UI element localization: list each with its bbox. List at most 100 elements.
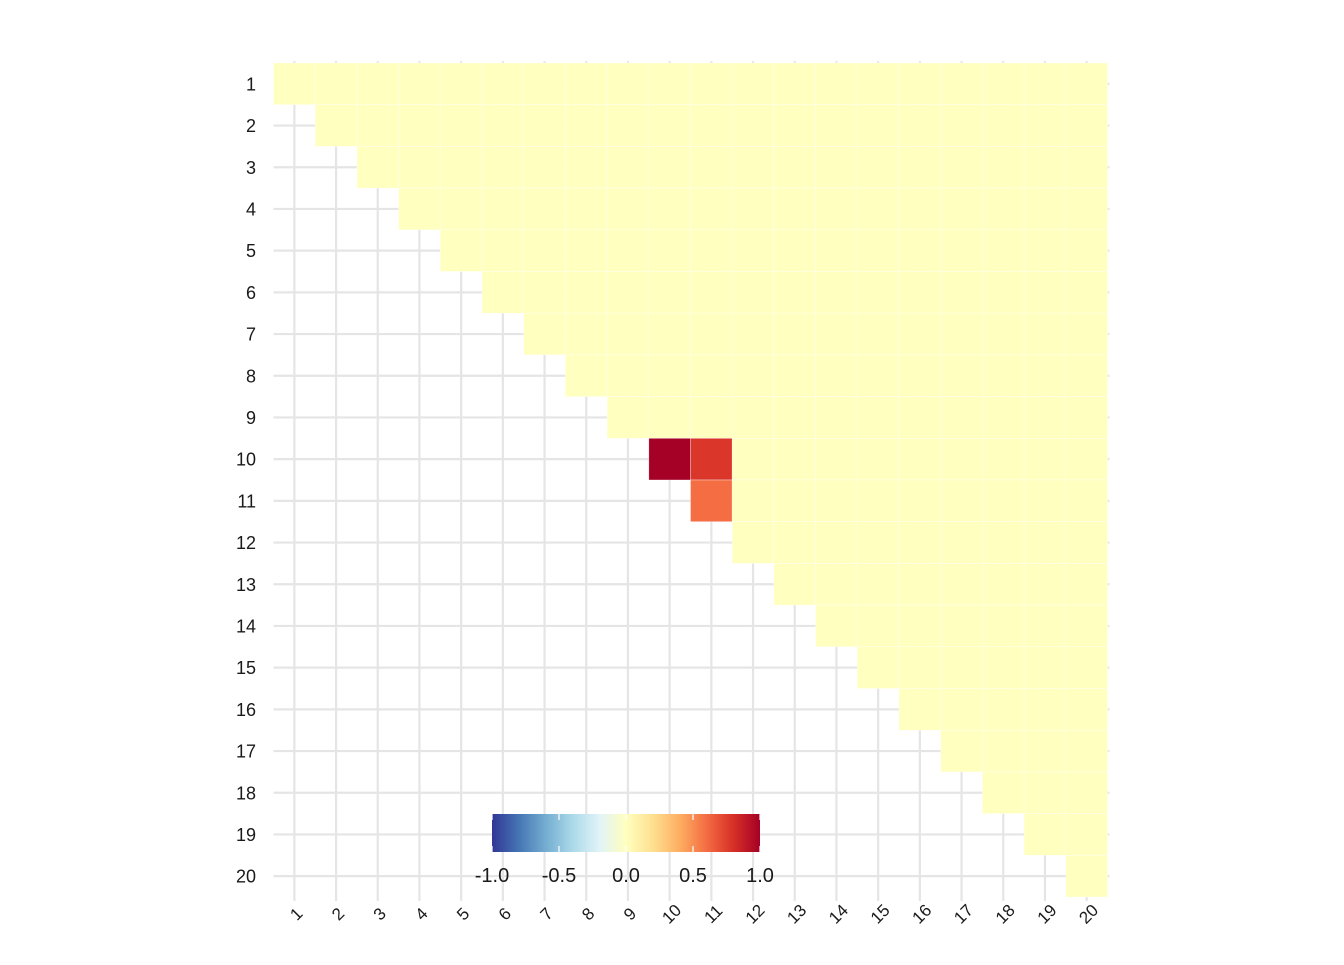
heatmap-cell bbox=[565, 229, 608, 272]
x-tick-label: 12 bbox=[742, 901, 769, 928]
heatmap-cell bbox=[565, 354, 608, 397]
heatmap-cell bbox=[1023, 563, 1067, 606]
heatmap-cell bbox=[356, 146, 399, 189]
heatmap-cell bbox=[731, 229, 775, 272]
heatmap-cell bbox=[565, 146, 608, 189]
heatmap-cell bbox=[940, 396, 983, 439]
heatmap-cell bbox=[1065, 563, 1108, 606]
heatmap-cell bbox=[982, 729, 1025, 773]
heatmap-cell bbox=[1065, 229, 1108, 272]
heatmap-cell bbox=[648, 271, 691, 314]
heatmap-cell bbox=[982, 646, 1025, 689]
heatmap-cell bbox=[648, 312, 691, 356]
heatmap-cell bbox=[606, 312, 650, 356]
heatmap-cell bbox=[314, 104, 358, 147]
heatmap-cell bbox=[690, 187, 733, 231]
heatmap-cell bbox=[940, 104, 983, 147]
heatmap-cell bbox=[1023, 813, 1067, 856]
y-tick-label: 7 bbox=[246, 325, 256, 345]
heatmap-cell bbox=[1023, 521, 1067, 564]
heatmap-cell bbox=[982, 104, 1025, 147]
heatmap-cell bbox=[1065, 354, 1108, 397]
heatmap-cell bbox=[606, 229, 650, 272]
heatmap-cell bbox=[481, 187, 525, 231]
heatmap-cell bbox=[606, 354, 650, 397]
heatmap-cell bbox=[856, 62, 900, 106]
heatmap-cell bbox=[481, 104, 525, 147]
heatmap-cell bbox=[815, 604, 858, 648]
x-tick-label: 17 bbox=[950, 901, 977, 928]
heatmap-cell bbox=[731, 479, 775, 523]
y-tick-label: 1 bbox=[246, 74, 256, 94]
heatmap-cell bbox=[398, 146, 441, 189]
heatmap-cell bbox=[523, 187, 566, 231]
heatmap-cell bbox=[815, 396, 858, 439]
heatmap-cell bbox=[1023, 437, 1067, 481]
heatmap-cell bbox=[1065, 729, 1108, 773]
legend-tick-label: 1.0 bbox=[746, 865, 774, 887]
heatmap-cell bbox=[982, 396, 1025, 439]
heatmap-cell bbox=[940, 146, 983, 189]
heatmap-cell bbox=[273, 62, 316, 106]
heatmap-cell bbox=[898, 396, 942, 439]
heatmap-cell bbox=[982, 563, 1025, 606]
heatmap-cell bbox=[982, 229, 1025, 272]
heatmap-cell bbox=[606, 396, 650, 439]
x-tick-label: 8 bbox=[578, 904, 598, 924]
y-tick-label: 17 bbox=[236, 742, 256, 762]
heatmap-cell bbox=[982, 771, 1025, 814]
heatmap-cell bbox=[648, 437, 691, 481]
color-legend: -1.0 -0.5 0.0 0.5 1.0 bbox=[475, 814, 774, 887]
legend-tick-label: 0.5 bbox=[679, 865, 707, 887]
x-tick-label: 13 bbox=[783, 901, 810, 928]
heatmap-cell bbox=[439, 146, 483, 189]
heatmap-cell bbox=[648, 104, 691, 147]
heatmap-cell bbox=[648, 396, 691, 439]
x-tick-label: 1 bbox=[286, 904, 306, 924]
heatmap-cell bbox=[690, 104, 733, 147]
heatmap-cell bbox=[731, 396, 775, 439]
heatmap-cell bbox=[940, 563, 983, 606]
heatmap-cell bbox=[773, 354, 816, 397]
heatmap-cell bbox=[1023, 312, 1067, 356]
heatmap-cell bbox=[648, 146, 691, 189]
heatmap-cell bbox=[773, 563, 816, 606]
legend-colorbar bbox=[492, 814, 760, 852]
x-axis-ticks: 1 2 3 4 5 6 7 8 9 10 11 12 13 14 15 16 17 18 19 20 bbox=[286, 901, 1102, 928]
heatmap-cell bbox=[773, 479, 816, 523]
heatmap-cell bbox=[481, 62, 525, 106]
y-tick-label: 2 bbox=[246, 116, 256, 136]
heatmap-cell bbox=[731, 437, 775, 481]
y-tick-label: 9 bbox=[246, 408, 256, 428]
heatmap-cell bbox=[815, 187, 858, 231]
heatmap-cell bbox=[982, 271, 1025, 314]
heatmap-cell bbox=[773, 229, 816, 272]
heatmap-cell bbox=[982, 688, 1025, 731]
heatmap-cell bbox=[815, 62, 858, 106]
heatmap-cell bbox=[606, 187, 650, 231]
heatmap-cell bbox=[1065, 437, 1108, 481]
heatmap-cell bbox=[1023, 396, 1067, 439]
legend-tick-label: 0.0 bbox=[612, 865, 640, 887]
heatmap-cell bbox=[982, 521, 1025, 564]
heatmap-cell bbox=[856, 437, 900, 481]
y-tick-label: 13 bbox=[236, 575, 256, 595]
heatmap-cell bbox=[856, 354, 900, 397]
heatmap-cell bbox=[898, 354, 942, 397]
heatmap-cell bbox=[982, 312, 1025, 356]
x-tick-label: 11 bbox=[701, 901, 727, 927]
heatmap-cell bbox=[731, 187, 775, 231]
y-tick-label: 3 bbox=[246, 158, 256, 178]
heatmap-cell bbox=[898, 646, 942, 689]
heatmap-cell bbox=[815, 479, 858, 523]
y-tick-label: 12 bbox=[236, 533, 256, 553]
heatmap-cell bbox=[648, 62, 691, 106]
heatmap-cell bbox=[1065, 62, 1108, 106]
heatmap-cell bbox=[731, 521, 775, 564]
heatmap-cell bbox=[1023, 771, 1067, 814]
heatmap-cell bbox=[1065, 688, 1108, 731]
heatmap-cell bbox=[940, 62, 983, 106]
x-tick-label: 7 bbox=[537, 904, 557, 924]
heatmap-cell bbox=[481, 229, 525, 272]
